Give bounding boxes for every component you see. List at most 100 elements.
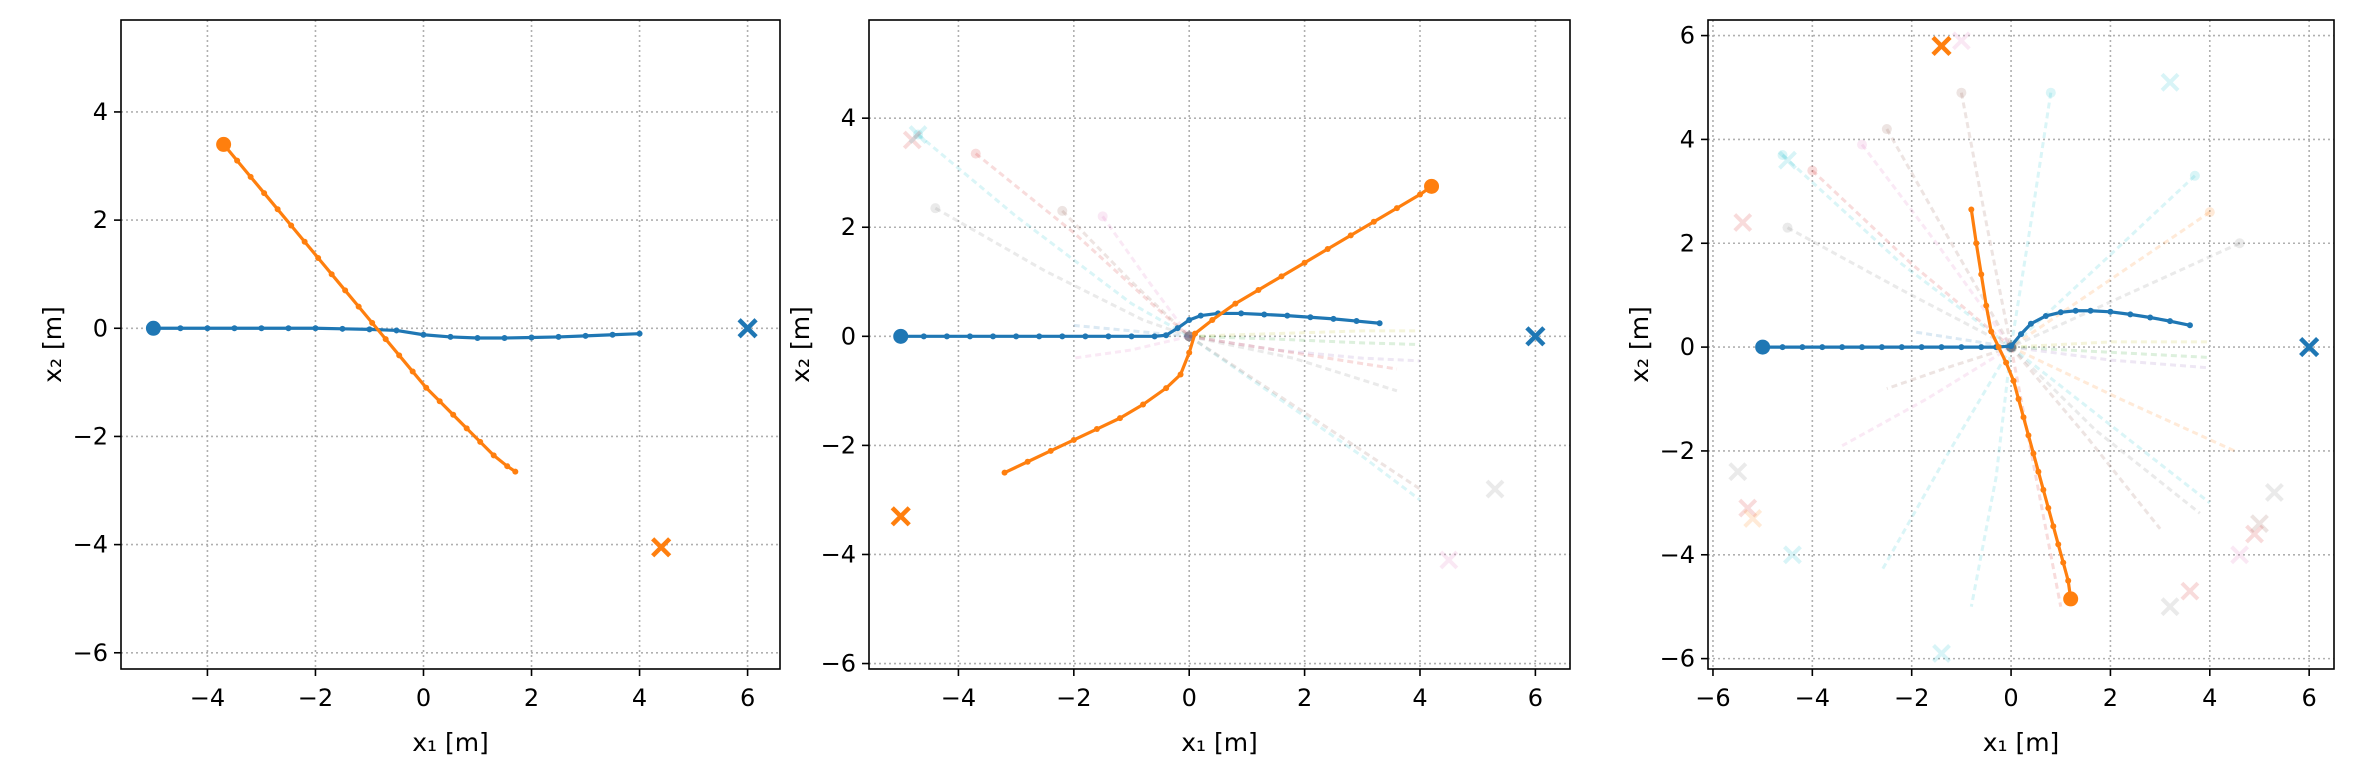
trajectory-point <box>1001 469 1008 476</box>
x-tick-label: −2 <box>1894 684 1929 712</box>
trajectory-point <box>396 352 403 359</box>
series-1 <box>893 310 1546 347</box>
goal-marker <box>1525 326 1546 347</box>
trajectory-point <box>1186 316 1193 323</box>
faded-goal-4-stroke-a <box>1743 509 1763 528</box>
trajectory-point <box>285 325 292 332</box>
trajectory-point <box>204 325 211 332</box>
faded-goal-1-stroke-a <box>1733 213 1753 232</box>
faded-start-1 <box>1782 222 1793 233</box>
faded-goal-13-stroke-b <box>2160 597 2180 617</box>
goal-marker <box>2299 337 2320 358</box>
trajectory-line <box>900 311 1380 338</box>
faded-trajectory-0 <box>1781 153 2012 349</box>
trajectory-point <box>1177 371 1184 378</box>
trajectory-point <box>1278 273 1285 280</box>
faded-goal-7 <box>1951 31 1971 51</box>
trajectory-point <box>2167 318 2174 325</box>
trajectory-point <box>2127 311 2134 318</box>
goal-marker-stroke-b <box>1931 35 1952 57</box>
faded-start-10 <box>1184 331 1195 342</box>
trajectory-point <box>339 325 346 332</box>
y-tick-label: −6 <box>1660 645 1695 673</box>
trajectory-point <box>2030 450 2037 457</box>
goal-marker-stroke-b <box>737 318 758 339</box>
faded-start-3 <box>1881 124 1892 135</box>
faded-goal-12-stroke-a <box>2180 581 2200 601</box>
faded-start-0 <box>1777 149 1788 160</box>
y-tick-label: 2 <box>841 213 856 241</box>
trajectory-point <box>1047 447 1054 454</box>
faded-goal-1 <box>1733 213 1753 232</box>
trajectory-point <box>1070 436 1077 443</box>
trajectory-point <box>355 303 362 310</box>
y-tick-label: −2 <box>73 422 108 450</box>
faded-goal-3-stroke-b <box>1738 498 1758 518</box>
y-tick-label: 0 <box>93 314 108 342</box>
x-axis-label: x₁ [m] <box>412 728 489 757</box>
trajectory-point <box>1151 333 1158 340</box>
faded-goal-3-stroke-a <box>1738 498 1758 518</box>
y-tick-label: 4 <box>93 98 108 126</box>
trajectory-point <box>2087 307 2094 314</box>
trajectory-point <box>1958 344 1965 351</box>
trajectory-point <box>1024 458 1031 465</box>
trajectory-point <box>2042 312 2049 319</box>
trajectory-point <box>501 335 508 342</box>
faded-goal-0-stroke-a <box>908 125 928 144</box>
faded-goal-2 <box>1439 550 1459 570</box>
trajectory-point <box>315 254 322 261</box>
faded-trajectory-19 <box>1886 345 2012 391</box>
x-axis-label: x₁ [m] <box>1181 728 1258 757</box>
faded-trajectory-21 <box>2009 346 2063 607</box>
faded-trajectory-6 <box>2009 92 2053 348</box>
faded-goal-11-stroke-a <box>2230 545 2250 565</box>
faded-trajectory-4 <box>1860 143 2013 348</box>
trajectory-point <box>1186 349 1193 356</box>
y-tick-label: −6 <box>73 639 108 667</box>
x-tick-label: −6 <box>1695 684 1730 712</box>
faded-trajectory-11 <box>1188 334 1398 371</box>
trajectory-point <box>2057 309 2064 316</box>
faded-trajectory-8 <box>1188 335 1421 502</box>
faded-trajectory-18 <box>1880 346 2013 572</box>
faded-goal-5 <box>1783 545 1802 565</box>
x-tick-label: 0 <box>416 684 431 712</box>
trajectory-point <box>1370 218 1377 225</box>
start-marker <box>2063 591 2079 607</box>
x-tick-label: −4 <box>1795 684 1830 712</box>
trajectory-point <box>609 331 616 338</box>
x-tick-label: 0 <box>1182 684 1197 712</box>
faded-trajectory-12 <box>2010 345 2210 370</box>
y-tick-label: −2 <box>1660 437 1695 465</box>
trajectory-point <box>512 468 519 475</box>
trajectory-point <box>2072 307 2079 314</box>
plot-area <box>1728 31 2320 663</box>
axes-frame <box>868 19 1571 670</box>
x-axis-label: x₁ [m] <box>1983 728 2060 757</box>
y-tick-label: 4 <box>841 104 856 132</box>
start-marker <box>145 320 161 336</box>
y-axis-label: x₂ [m] <box>1625 306 1654 383</box>
trajectory-point <box>436 398 443 405</box>
faded-goal-1-stroke-b <box>1485 479 1505 499</box>
trajectory-point <box>1898 344 1905 351</box>
trajectory-point <box>2107 308 2114 315</box>
faded-goal-8-stroke-a <box>2264 483 2284 502</box>
trajectory-point <box>1238 310 1245 317</box>
trajectory-point <box>1393 205 1400 212</box>
trajectory-point <box>342 287 349 294</box>
trajectory-point <box>1324 246 1331 253</box>
faded-trajectory-2 <box>1811 169 2013 349</box>
faded-trajectory-9 <box>1188 335 1421 491</box>
faded-trajectory-10 <box>1188 334 1398 393</box>
x-tick-label: 0 <box>2003 684 2018 712</box>
faded-trajectory-17 <box>1841 345 2012 448</box>
trajectory-point <box>312 325 319 332</box>
faded-goal-7-stroke-b <box>1951 31 1971 51</box>
trajectory-point <box>420 331 427 338</box>
trajectory-point <box>504 463 511 470</box>
goal-marker <box>1931 35 1952 57</box>
faded-goal-7-stroke-a <box>1951 31 1971 51</box>
